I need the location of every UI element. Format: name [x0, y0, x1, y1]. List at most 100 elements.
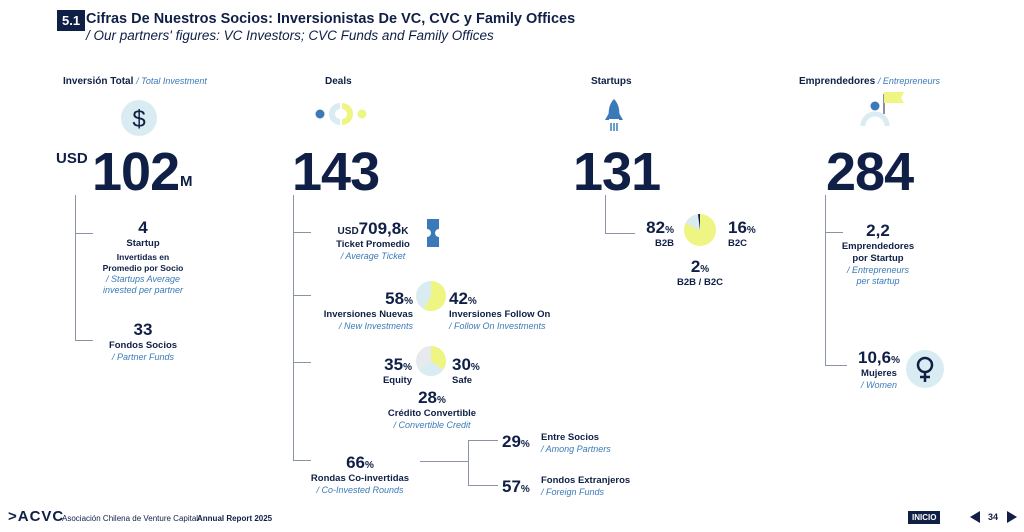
b2b-b2c-pct: % [700, 264, 710, 275]
co-invested-block: 66% Rondas Co-invertidas / Co-Invested R… [300, 453, 420, 496]
partner-funds-value: 33 [133, 320, 153, 339]
among-partners-label: Entre Socios [541, 432, 600, 443]
page-title: Cifras De Nuestros Socios: Inversionista… [86, 11, 576, 27]
per-startup-value: 2,2 [866, 221, 890, 240]
ticket-en: / Average Ticket [340, 251, 406, 261]
ticket-block: USD709,8K Ticket Promedio / Average Tick… [318, 219, 428, 262]
deals-tree-branch [293, 295, 311, 296]
footer-report: Annual Report 2025 [197, 514, 273, 523]
entrepreneurs-total: 284 [826, 142, 914, 202]
next-page-icon[interactable] [1007, 511, 1017, 523]
equity-pct: % [403, 362, 412, 373]
entrepreneurs-heading: Emprendedores / Entrepreneurs [799, 76, 940, 87]
women-pct: % [891, 355, 900, 366]
instrument-pie [416, 346, 446, 376]
ticket-label: Ticket Promedio [336, 239, 410, 250]
convertible-label: Crédito Convertible [387, 408, 477, 419]
pie-equity-slice [431, 346, 446, 370]
home-button[interactable]: INICIO [908, 511, 941, 524]
investment-total: 102 [92, 142, 180, 202]
foreign-funds-value: 57% [502, 477, 530, 497]
new-investments-pct: % [404, 296, 413, 307]
b2b-value: 82 [646, 218, 666, 237]
women-value: 10,6 [858, 348, 892, 367]
startups-total: 131 [573, 142, 661, 202]
investment-heading-en: / Total Investment [136, 76, 207, 86]
equity-label: Equity [382, 375, 412, 386]
co-invested-connector [420, 461, 468, 462]
deals-tree-line [293, 195, 294, 460]
per-startup-block: 2,2 Emprendedores por Startup / Entrepre… [828, 221, 928, 287]
avg-startups-value: 4 [138, 218, 148, 237]
co-invested-label: Rondas Co-invertidas [310, 473, 410, 484]
deals-tree-branch [293, 460, 311, 461]
safe-value: 30 [452, 355, 471, 374]
pie-safe-slice [418, 361, 444, 376]
deals-total: 143 [292, 142, 380, 202]
ticket-icon [427, 219, 439, 247]
avg-startups-label3: Promedio por Socio [102, 263, 184, 273]
entrepreneurs-tree-line [825, 195, 826, 365]
startups-heading: Startups [591, 76, 632, 87]
avg-startups-en1: / Startups Average [105, 274, 181, 284]
avg-startups-label2: Invertidas en [116, 252, 170, 262]
page-number: 34 [988, 512, 999, 522]
partner-funds-en: / Partner Funds [111, 352, 175, 362]
per-startup-label2: por Startup [852, 253, 904, 264]
pie-both-slice [697, 214, 700, 230]
investment-suffix: M [180, 173, 193, 190]
safe-label: Safe [452, 375, 473, 386]
equity-value: 35 [384, 355, 404, 374]
convertible-block: 28% Crédito Convertible / Convertible Cr… [372, 388, 492, 431]
follow-on-en: / Follow On Investments [449, 321, 546, 331]
deals-icon [315, 103, 367, 125]
acvc-logo: >ACVC [8, 508, 65, 525]
avg-startups-label: Startup [126, 238, 160, 249]
entrepreneur-icon [860, 92, 904, 127]
partner-funds-label: Fondos Socios [108, 340, 178, 351]
prev-page-icon[interactable] [970, 511, 980, 523]
equity-block: 35% Equity [360, 355, 412, 387]
co-invested-connector [468, 485, 498, 486]
follow-on-label: Inversiones Follow On [449, 309, 551, 320]
convertible-value: 28 [418, 388, 437, 407]
women-block: 10,6% Mujeres / Women [850, 348, 908, 391]
new-investments-block: 58% Inversiones Nuevas / New Investments [315, 289, 413, 332]
new-investments-label: Inversiones Nuevas [323, 309, 413, 320]
safe-pct: % [470, 362, 480, 373]
foreign-funds-pct: % [520, 484, 530, 495]
new-vs-followon-pie [416, 281, 446, 311]
investment-heading: Inversión Total / Total Investment [63, 76, 207, 87]
page-subtitle: / Our partners' figures: VC Investors; C… [86, 28, 494, 43]
co-invested-pct: % [365, 460, 374, 471]
investment-tree-branch [75, 340, 93, 341]
entrepreneurs-tree-branch [825, 232, 843, 233]
svg-text:$: $ [132, 106, 145, 133]
b2b-b2c-label: B2B / B2C [677, 277, 723, 288]
among-partners-en: / Among Partners [541, 444, 611, 454]
per-startup-label1: Emprendedores [841, 241, 915, 252]
rocket-icon [605, 99, 623, 131]
co-invested-connector [468, 440, 498, 441]
b2c-label: B2C [728, 238, 748, 249]
new-investments-value: 58 [385, 289, 405, 308]
safe-block: 30% Safe [452, 355, 512, 387]
female-icon [906, 350, 944, 388]
investment-tree-line [75, 195, 76, 340]
ticket-suffix: K [401, 226, 409, 237]
follow-on-value: 42 [449, 289, 468, 308]
b2c-block: 16% B2C [728, 218, 768, 250]
startups-tree-branch [605, 233, 635, 234]
women-en: / Women [860, 380, 897, 390]
section-badge: 5.1 [57, 10, 86, 31]
b2b-block: 82% B2B [636, 218, 674, 250]
avg-startups-block: 4 Startup Invertidas en Promedio por Soc… [93, 218, 193, 296]
investment-heading-es: Inversión Total [63, 76, 134, 87]
avg-startups-en2: invested per partner [102, 285, 184, 295]
among-partners-value: 29% [502, 432, 530, 452]
entrepreneurs-heading-en: / Entrepreneurs [877, 76, 940, 86]
dollar-icon: $ [121, 100, 157, 136]
co-invested-connector [468, 440, 469, 485]
b2b-b2c-block: 2% B2B / B2C [665, 257, 735, 289]
follow-on-pct: % [467, 296, 477, 307]
